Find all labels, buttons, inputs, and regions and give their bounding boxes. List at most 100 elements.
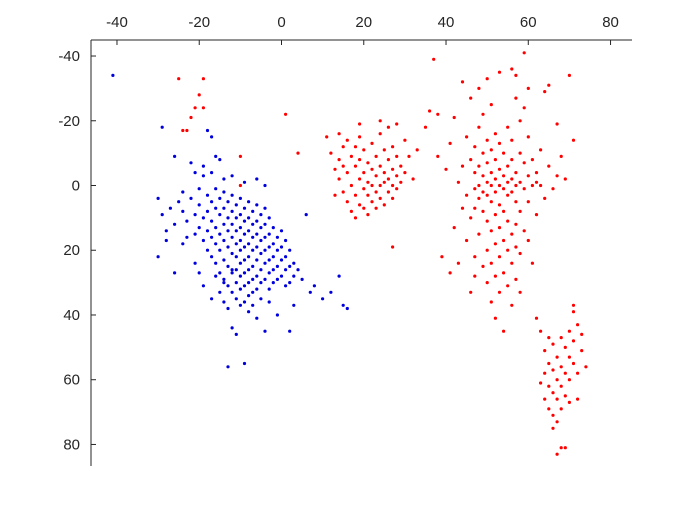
data-point: [312, 284, 316, 288]
data-point: [337, 274, 341, 278]
data-point: [177, 77, 181, 81]
data-point: [489, 171, 493, 175]
data-point: [242, 232, 247, 236]
data-point: [460, 164, 465, 168]
data-point: [263, 277, 267, 281]
x-tick-label: 40: [438, 14, 455, 31]
data-point: [526, 135, 530, 139]
data-point: [197, 226, 201, 230]
data-point: [222, 177, 226, 181]
data-point: [514, 200, 518, 204]
data-point: [497, 141, 502, 145]
data-points: [111, 51, 588, 456]
x-tick-label: -40: [106, 14, 128, 31]
data-point: [543, 349, 547, 353]
data-point: [460, 80, 465, 84]
data-point: [251, 209, 255, 213]
data-point: [308, 290, 312, 294]
data-point: [337, 177, 341, 181]
data-point: [255, 258, 259, 262]
data-point: [226, 245, 230, 249]
data-point: [288, 248, 292, 252]
data-point: [559, 446, 563, 450]
data-point: [255, 245, 259, 249]
data-point: [510, 190, 514, 194]
data-point: [341, 303, 345, 307]
axes: -40 -20 0 20 40 60 80 -40 -20 0 20 40 60 80: [58, 14, 632, 466]
data-point: [160, 125, 164, 129]
data-point: [518, 151, 522, 155]
data-point: [452, 226, 456, 230]
data-point: [222, 238, 226, 243]
data-point: [156, 255, 160, 259]
data-point: [522, 106, 526, 110]
data-point: [242, 258, 247, 262]
data-point: [197, 203, 201, 207]
data-point: [251, 290, 255, 294]
data-point: [555, 397, 559, 401]
data-point: [386, 190, 390, 194]
data-point: [497, 203, 502, 207]
data-point: [275, 264, 279, 268]
data-point: [386, 158, 390, 162]
data-point: [530, 183, 535, 188]
data-point: [242, 361, 247, 366]
data-point: [526, 200, 530, 204]
data-point: [185, 235, 189, 239]
data-point: [288, 329, 292, 333]
data-point: [534, 316, 539, 320]
data-point: [567, 73, 572, 77]
data-point: [247, 229, 251, 233]
data-point: [411, 177, 415, 181]
data-point: [238, 238, 242, 243]
data-point: [284, 238, 288, 243]
data-point: [440, 255, 444, 259]
data-point: [230, 326, 234, 330]
data-point: [263, 261, 267, 265]
data-point: [493, 190, 497, 194]
data-point: [251, 222, 255, 226]
data-point: [362, 187, 366, 191]
data-point: [201, 284, 205, 288]
data-point: [210, 297, 214, 301]
data-point: [522, 161, 526, 165]
y-tick-label: -40: [58, 48, 80, 65]
data-point: [571, 138, 576, 142]
data-point: [201, 238, 205, 243]
data-point: [489, 300, 493, 304]
data-point: [580, 349, 584, 353]
data-point: [485, 77, 489, 81]
data-point: [576, 397, 580, 401]
data-point: [210, 219, 214, 223]
data-point: [366, 161, 370, 165]
data-point: [164, 238, 168, 243]
data-point: [502, 238, 506, 243]
data-point: [242, 219, 247, 223]
data-point: [571, 339, 576, 343]
data-point: [210, 255, 214, 259]
data-point: [567, 378, 572, 382]
data-point: [473, 145, 477, 149]
data-point: [230, 174, 234, 178]
data-point: [378, 196, 382, 200]
data-point: [534, 213, 539, 217]
data-point: [222, 222, 226, 226]
data-point: [378, 183, 382, 188]
data-point: [234, 242, 238, 246]
data-point: [563, 345, 567, 349]
data-point: [374, 154, 378, 158]
data-point: [193, 106, 197, 110]
data-point: [267, 300, 271, 304]
data-point: [530, 261, 535, 265]
data-point: [530, 158, 535, 162]
data-point: [543, 196, 547, 200]
data-point: [259, 281, 263, 285]
data-point: [259, 213, 263, 217]
data-point: [481, 174, 485, 178]
y-tick-label: 0: [72, 178, 80, 195]
data-point: [489, 103, 493, 107]
data-point: [353, 145, 358, 149]
data-point: [214, 261, 218, 265]
data-point: [222, 190, 226, 194]
data-point: [423, 125, 428, 129]
